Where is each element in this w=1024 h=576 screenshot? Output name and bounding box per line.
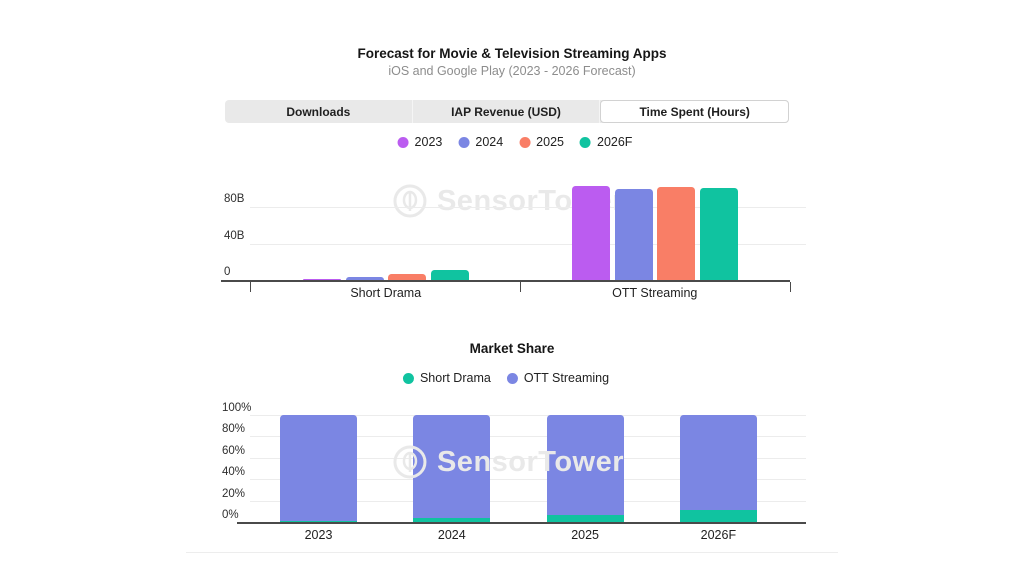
page-title: Forecast for Movie & Television Streamin…	[357, 46, 667, 61]
x-axis-label-short-drama: Short Drama	[350, 286, 422, 300]
bar-2026f-short-drama[interactable]	[430, 270, 469, 280]
legend-label: 2025	[536, 135, 564, 149]
legend-years: 2023 2024 2025 2026F	[397, 135, 633, 149]
market-share-title: Market Share	[469, 341, 555, 356]
tab-time-spent[interactable]: Time Spent (Hours)	[600, 100, 790, 123]
legend-dot-short-drama	[402, 372, 414, 384]
sensortower-watermark: SensorTower	[392, 444, 624, 480]
y-axis-label-80b: 80B	[224, 193, 245, 205]
bar-ott-streaming-2023[interactable]	[280, 415, 357, 521]
x-axis-label-2024: 2024	[437, 528, 466, 542]
legend-label: 2023	[414, 135, 443, 149]
legend-dot-2025	[519, 136, 531, 148]
legend-item-2024[interactable]: 2024	[458, 135, 503, 149]
x-axis-label-2023: 2023	[304, 528, 333, 542]
bar-ott-streaming-2026f[interactable]	[679, 415, 757, 511]
legend-item-2026f[interactable]: 2026F	[579, 135, 633, 149]
gridline-40	[250, 479, 806, 480]
gridline-80b	[250, 207, 806, 208]
legend-item-ott-streaming[interactable]: OTT Streaming	[506, 371, 610, 385]
legend-label: 2024	[475, 135, 504, 149]
bar-2025-ott-streaming[interactable]	[657, 187, 695, 280]
metric-tabs: Downloads IAP Revenue (USD) Time Spent (…	[225, 100, 790, 123]
gridline-40b	[250, 244, 806, 245]
bar-short-drama-2024[interactable]	[413, 517, 491, 522]
y-axis-label-40: 40%	[222, 466, 246, 478]
bar-ott-streaming-2024[interactable]	[413, 415, 491, 518]
legend-item-2025[interactable]: 2025	[519, 135, 564, 149]
x-axis-tick-0	[250, 282, 251, 292]
x-axis-line	[237, 522, 806, 524]
legend-dot-2026f	[579, 136, 591, 148]
bar-2026f-ott-streaming[interactable]	[699, 188, 738, 280]
legend-item-short-drama[interactable]: Short Drama	[402, 371, 491, 385]
x-axis-label-2026f: 2026F	[700, 528, 737, 542]
panel-bottom-border	[186, 552, 838, 553]
gridline-100	[250, 415, 806, 416]
x-axis-tick-2	[790, 282, 791, 292]
bar-2025-short-drama[interactable]	[388, 273, 426, 280]
legend-label: 2026F	[596, 135, 633, 149]
legend-item-2023[interactable]: 2023	[397, 135, 443, 149]
y-axis-label-80: 80%	[222, 423, 246, 435]
y-axis-label-40b: 40B	[224, 230, 245, 242]
bar-short-drama-2023[interactable]	[280, 521, 357, 522]
x-axis-line	[221, 280, 790, 282]
x-axis-label-2025: 2025	[571, 528, 599, 542]
legend-dot-2023	[397, 136, 409, 148]
watermark-text: SensorTower	[436, 445, 625, 478]
legend-segments: Short Drama OTT Streaming	[402, 371, 610, 385]
bar-2023-ott-streaming[interactable]	[572, 186, 610, 280]
tab-iap-revenue[interactable]: IAP Revenue (USD)	[413, 100, 601, 123]
bar-short-drama-2026f[interactable]	[679, 510, 757, 522]
y-axis-label-60: 60%	[222, 445, 246, 457]
bar-ott-streaming-2025[interactable]	[546, 415, 624, 515]
legend-label: Short Drama	[419, 371, 491, 385]
y-axis-label-0: 0%	[222, 509, 239, 521]
sensortower-logo-icon	[393, 445, 427, 479]
bar-short-drama-2025[interactable]	[546, 514, 624, 522]
gridline-60	[250, 458, 806, 459]
bar-2024-ott-streaming[interactable]	[614, 189, 653, 280]
y-axis-label-100: 100%	[222, 402, 252, 414]
x-axis-tick-1	[520, 282, 521, 292]
gridline-80	[250, 436, 806, 437]
tab-downloads[interactable]: Downloads	[225, 100, 413, 123]
gridline-20	[250, 501, 806, 502]
legend-label: OTT Streaming	[523, 371, 610, 385]
legend-dot-ott-streaming	[506, 372, 518, 384]
bar-2023-short-drama[interactable]	[303, 279, 341, 280]
bar-2024-short-drama[interactable]	[345, 277, 384, 280]
legend-dot-2024	[458, 136, 470, 148]
page-subtitle: iOS and Google Play (2023 - 2026 Forecas…	[388, 64, 636, 78]
y-axis-label-20: 20%	[222, 488, 246, 500]
x-axis-label-ott-streaming: OTT Streaming	[612, 286, 698, 300]
y-axis-label-0: 0	[224, 266, 231, 278]
